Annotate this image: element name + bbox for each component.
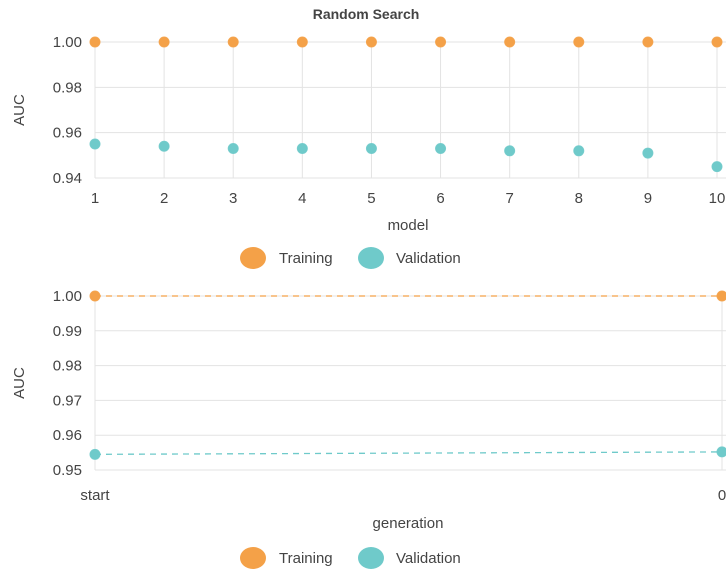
data-point-training — [227, 36, 239, 48]
x-tick-label: 10 — [709, 190, 726, 207]
data-point-training — [158, 36, 170, 48]
series-line-validation — [94, 451, 723, 455]
data-point-training — [711, 36, 723, 48]
chart-title: Random Search — [313, 6, 420, 22]
data-point-validation — [435, 143, 447, 155]
x-tick-label: 4 — [298, 190, 306, 207]
legend-swatch-validation — [358, 547, 384, 569]
series-validation — [89, 446, 726, 460]
x-tick-label: 7 — [505, 190, 513, 207]
x-axis-title: generation — [373, 515, 444, 532]
data-point-training — [89, 36, 101, 48]
y-axis-title: AUC — [11, 94, 28, 126]
legend-swatch-training — [240, 547, 266, 569]
data-point-training — [365, 36, 377, 48]
x-tick-label: 2 — [160, 190, 168, 207]
data-point-training — [435, 36, 447, 48]
data-point-validation — [711, 161, 723, 173]
x-axis-title: model — [388, 217, 429, 234]
x-tick-label: 0 — [718, 487, 726, 504]
data-point-training — [296, 36, 308, 48]
data-point-validation — [504, 145, 516, 157]
data-point-training — [573, 36, 585, 48]
legend-label-validation: Validation — [396, 250, 461, 267]
x-tick-label: start — [80, 487, 110, 504]
data-point-training — [504, 36, 516, 48]
legend-label-validation: Validation — [396, 550, 461, 567]
series-training — [89, 290, 726, 302]
y-tick-label: 0.94 — [53, 170, 82, 187]
chart-1: Random Search 1.00 0.98 0.96 0.94 1 2 3 4 5 6 7 8 9 10… — [11, 6, 726, 269]
legend-swatch-validation — [358, 247, 384, 269]
data-point-validation — [227, 143, 239, 155]
x-tick-label: 1 — [91, 190, 99, 207]
legend-label-training: Training — [279, 250, 333, 267]
chart-2: 1.00 0.99 0.98 0.97 0.96 0.95 start 0 generation… — [11, 288, 726, 569]
series-validation — [89, 138, 723, 173]
x-tick-label: 8 — [575, 190, 583, 207]
y-tick-label: 0.97 — [53, 392, 82, 409]
y-tick-label: 1.00 — [53, 34, 82, 51]
data-point-training — [716, 290, 726, 302]
data-point-validation — [296, 143, 308, 155]
y-tick-label: 0.98 — [53, 358, 82, 375]
legend: Training Validation — [240, 247, 461, 269]
data-point-validation — [365, 143, 377, 155]
legend: Training Validation — [240, 547, 461, 569]
data-point-validation — [158, 140, 170, 152]
y-tick-label: 1.00 — [53, 288, 82, 305]
x-tick-label: 3 — [229, 190, 237, 207]
series-training — [89, 36, 723, 48]
y-tick-label: 0.96 — [53, 125, 82, 142]
y-axis-title: AUC — [11, 367, 28, 399]
legend-label-training: Training — [279, 550, 333, 567]
y-tick-label: 0.95 — [53, 462, 82, 479]
data-point-validation — [573, 145, 585, 157]
legend-swatch-training — [240, 247, 266, 269]
x-tick-label: 6 — [436, 190, 444, 207]
data-point-validation — [89, 138, 101, 150]
data-point-training — [642, 36, 654, 48]
data-point-validation — [716, 446, 726, 458]
y-tick-label: 0.96 — [53, 427, 82, 444]
y-tick-label: 0.98 — [53, 79, 82, 96]
data-point-validation — [642, 147, 654, 159]
x-tick-label: 5 — [367, 190, 375, 207]
y-tick-label: 0.99 — [53, 323, 82, 340]
data-point-training — [89, 290, 101, 302]
x-tick-label: 9 — [644, 190, 652, 207]
data-point-validation — [89, 448, 101, 460]
